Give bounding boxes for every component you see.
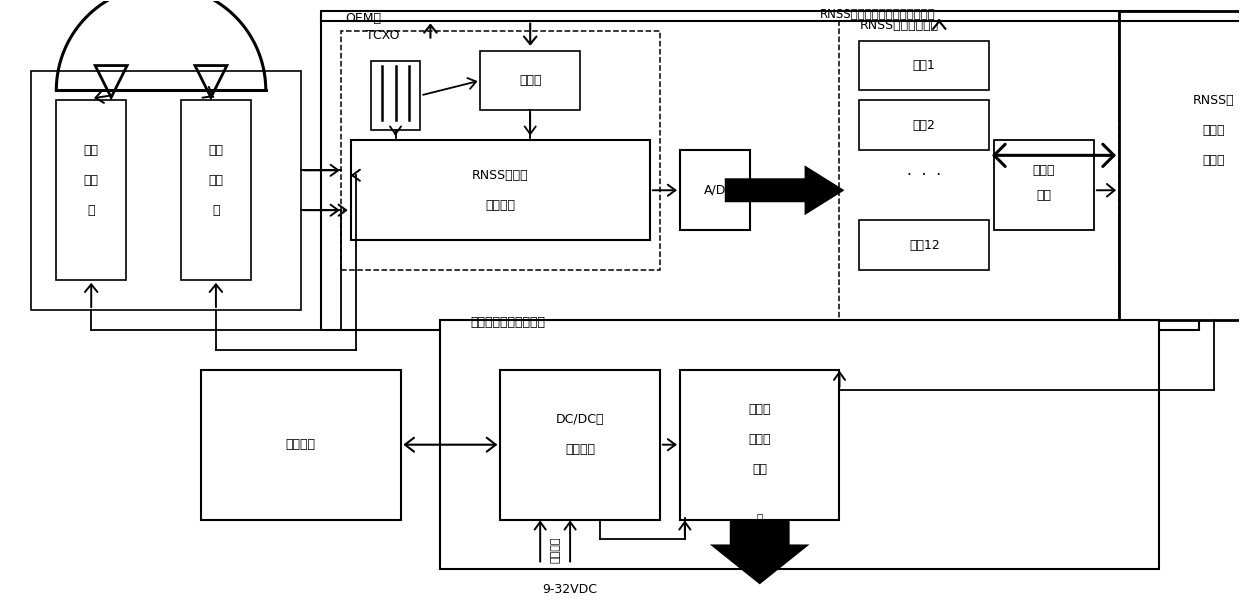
Polygon shape: [724, 165, 844, 215]
Text: 低噪: 低噪: [208, 144, 223, 157]
Text: 归
口
母
线: 归 口 母 线: [756, 512, 763, 557]
Text: 通道12: 通道12: [909, 239, 940, 252]
Text: 基带信号: 基带信号: [750, 184, 780, 197]
Text: OEM板: OEM板: [346, 12, 382, 25]
FancyBboxPatch shape: [341, 30, 660, 270]
Text: RNSS下变频: RNSS下变频: [472, 169, 528, 182]
Text: 通道1: 通道1: [913, 59, 936, 72]
FancyBboxPatch shape: [201, 370, 401, 520]
FancyBboxPatch shape: [680, 370, 839, 520]
FancyBboxPatch shape: [500, 370, 660, 520]
Text: 放大: 放大: [208, 174, 223, 187]
Text: RNSS主: RNSS主: [1193, 94, 1235, 107]
FancyBboxPatch shape: [371, 60, 420, 131]
FancyBboxPatch shape: [480, 51, 580, 110]
FancyBboxPatch shape: [1118, 10, 1240, 320]
FancyBboxPatch shape: [440, 320, 1158, 569]
FancyBboxPatch shape: [351, 140, 650, 240]
Text: 倍频器: 倍频器: [520, 74, 542, 87]
Text: 数据收发: 数据收发: [285, 438, 316, 451]
Text: 通道2: 通道2: [913, 119, 936, 132]
Text: 实时钟: 实时钟: [1033, 164, 1055, 177]
FancyBboxPatch shape: [859, 101, 990, 150]
Text: DC/DC及: DC/DC及: [556, 413, 604, 426]
FancyBboxPatch shape: [859, 220, 990, 270]
FancyBboxPatch shape: [680, 150, 750, 230]
Text: 电源及信息处理接口板: 电源及信息处理接口板: [470, 317, 546, 329]
Text: 低噪: 低噪: [84, 144, 99, 157]
Text: 理接口: 理接口: [749, 433, 771, 446]
Text: 器: 器: [88, 204, 95, 217]
Text: RNSS频综控制、时钟及电源总线: RNSS频综控制、时钟及电源总线: [820, 8, 935, 21]
FancyBboxPatch shape: [56, 101, 126, 280]
FancyBboxPatch shape: [181, 101, 250, 280]
Text: 信息处: 信息处: [749, 403, 771, 416]
FancyBboxPatch shape: [839, 21, 1118, 320]
Text: 模块: 模块: [753, 463, 768, 476]
FancyBboxPatch shape: [321, 10, 1199, 330]
Text: 电源输入: 电源输入: [551, 536, 560, 562]
FancyBboxPatch shape: [859, 41, 990, 90]
Text: ·  ·  ·: · · ·: [908, 168, 941, 183]
FancyBboxPatch shape: [994, 140, 1094, 230]
Text: RNSS基带信号处理: RNSS基带信号处理: [859, 19, 939, 32]
Text: 控及导: 控及导: [1203, 124, 1225, 137]
Text: 保护模块: 保护模块: [565, 443, 595, 456]
Polygon shape: [709, 520, 810, 584]
Text: A/D: A/D: [703, 184, 725, 197]
Text: 9-32VDC: 9-32VDC: [543, 583, 598, 596]
Text: 模块: 模块: [1037, 188, 1052, 202]
Text: 航处理: 航处理: [1203, 154, 1225, 167]
FancyBboxPatch shape: [31, 71, 301, 310]
Text: 处理模块: 处理模块: [485, 199, 516, 212]
Text: 器: 器: [212, 204, 219, 217]
Text: TCXO: TCXO: [366, 29, 399, 42]
Text: 放大: 放大: [84, 174, 99, 187]
